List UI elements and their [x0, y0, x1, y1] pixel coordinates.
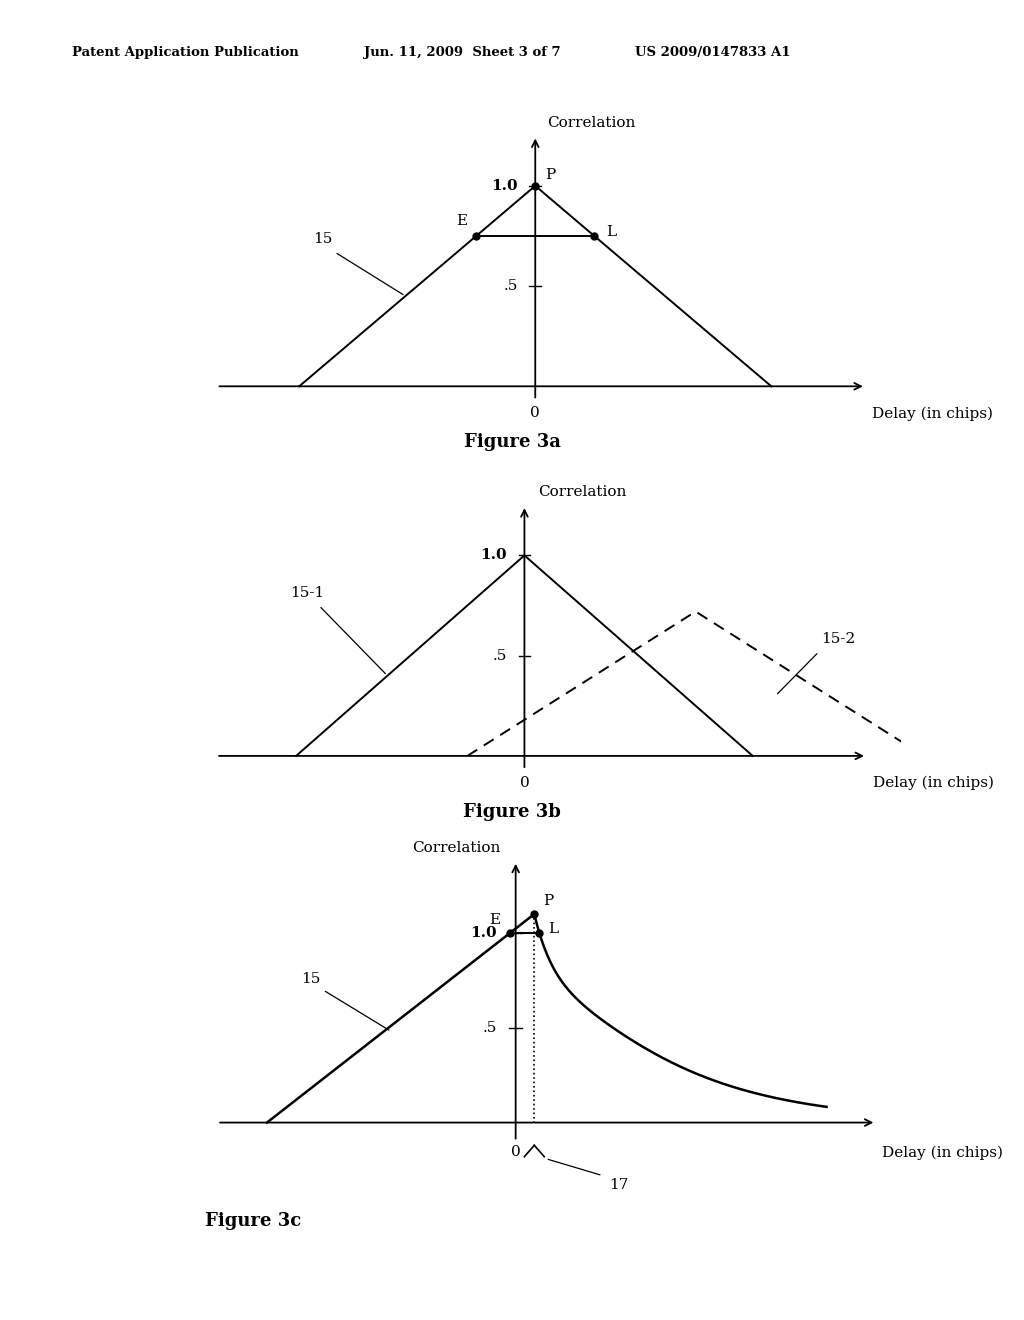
Text: L: L	[548, 923, 558, 936]
Text: Figure 3a: Figure 3a	[464, 433, 560, 451]
Text: 1.0: 1.0	[480, 548, 507, 562]
Text: 15: 15	[313, 232, 333, 246]
Text: 0: 0	[530, 407, 540, 420]
Text: Jun. 11, 2009  Sheet 3 of 7: Jun. 11, 2009 Sheet 3 of 7	[364, 46, 560, 59]
Text: Delay (in chips): Delay (in chips)	[871, 407, 992, 421]
Text: Figure 3c: Figure 3c	[205, 1212, 301, 1230]
Text: E: E	[456, 214, 467, 228]
Text: Patent Application Publication: Patent Application Publication	[72, 46, 298, 59]
Text: Delay (in chips): Delay (in chips)	[883, 1146, 1004, 1160]
Text: L: L	[606, 224, 616, 239]
Text: 1.0: 1.0	[470, 927, 497, 940]
Text: 0: 0	[519, 776, 529, 789]
Text: .5: .5	[493, 648, 507, 663]
Text: 0: 0	[511, 1146, 520, 1159]
Text: Correlation: Correlation	[547, 116, 636, 129]
Text: 15-2: 15-2	[821, 632, 855, 645]
Text: .5: .5	[482, 1020, 497, 1035]
Text: E: E	[488, 913, 500, 927]
Text: 17: 17	[609, 1177, 629, 1192]
Text: P: P	[545, 168, 555, 182]
Text: Correlation: Correlation	[539, 486, 627, 499]
Text: Correlation: Correlation	[413, 841, 501, 855]
Text: 15: 15	[301, 972, 321, 986]
Text: 15-1: 15-1	[291, 586, 325, 599]
Text: Delay (in chips): Delay (in chips)	[872, 776, 993, 791]
Text: P: P	[543, 895, 553, 908]
Text: 1.0: 1.0	[490, 178, 517, 193]
Text: US 2009/0147833 A1: US 2009/0147833 A1	[635, 46, 791, 59]
Text: .5: .5	[503, 279, 517, 293]
Text: Figure 3b: Figure 3b	[463, 803, 561, 821]
